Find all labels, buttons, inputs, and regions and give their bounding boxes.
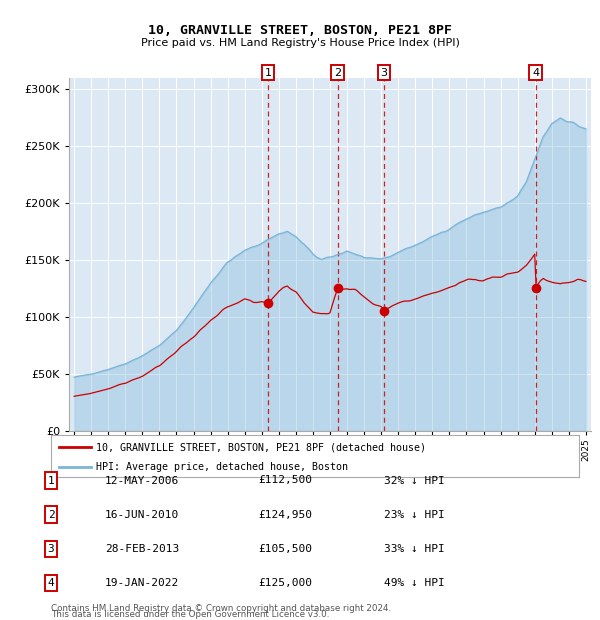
Text: 2: 2 <box>334 68 341 78</box>
Text: Price paid vs. HM Land Registry's House Price Index (HPI): Price paid vs. HM Land Registry's House … <box>140 38 460 48</box>
Text: 33% ↓ HPI: 33% ↓ HPI <box>384 544 445 554</box>
Text: 28-FEB-2013: 28-FEB-2013 <box>105 544 179 554</box>
Text: 19-JAN-2022: 19-JAN-2022 <box>105 578 179 588</box>
Text: £112,500: £112,500 <box>258 476 312 485</box>
Text: £105,500: £105,500 <box>258 544 312 554</box>
Text: 4: 4 <box>47 578 55 588</box>
Text: 23% ↓ HPI: 23% ↓ HPI <box>384 510 445 520</box>
Text: 10, GRANVILLE STREET, BOSTON, PE21 8PF: 10, GRANVILLE STREET, BOSTON, PE21 8PF <box>148 24 452 37</box>
Text: 2: 2 <box>47 510 55 520</box>
Text: 1: 1 <box>47 476 55 485</box>
Text: HPI: Average price, detached house, Boston: HPI: Average price, detached house, Bost… <box>96 462 348 472</box>
Text: 49% ↓ HPI: 49% ↓ HPI <box>384 578 445 588</box>
Text: 12-MAY-2006: 12-MAY-2006 <box>105 476 179 485</box>
Text: 3: 3 <box>47 544 55 554</box>
Text: 4: 4 <box>532 68 539 78</box>
Text: 3: 3 <box>380 68 388 78</box>
Text: 1: 1 <box>265 68 271 78</box>
Text: 16-JUN-2010: 16-JUN-2010 <box>105 510 179 520</box>
Text: This data is licensed under the Open Government Licence v3.0.: This data is licensed under the Open Gov… <box>51 610 329 619</box>
Text: 32% ↓ HPI: 32% ↓ HPI <box>384 476 445 485</box>
Text: £125,000: £125,000 <box>258 578 312 588</box>
Text: Contains HM Land Registry data © Crown copyright and database right 2024.: Contains HM Land Registry data © Crown c… <box>51 603 391 613</box>
Text: 10, GRANVILLE STREET, BOSTON, PE21 8PF (detached house): 10, GRANVILLE STREET, BOSTON, PE21 8PF (… <box>96 442 426 452</box>
Text: £124,950: £124,950 <box>258 510 312 520</box>
